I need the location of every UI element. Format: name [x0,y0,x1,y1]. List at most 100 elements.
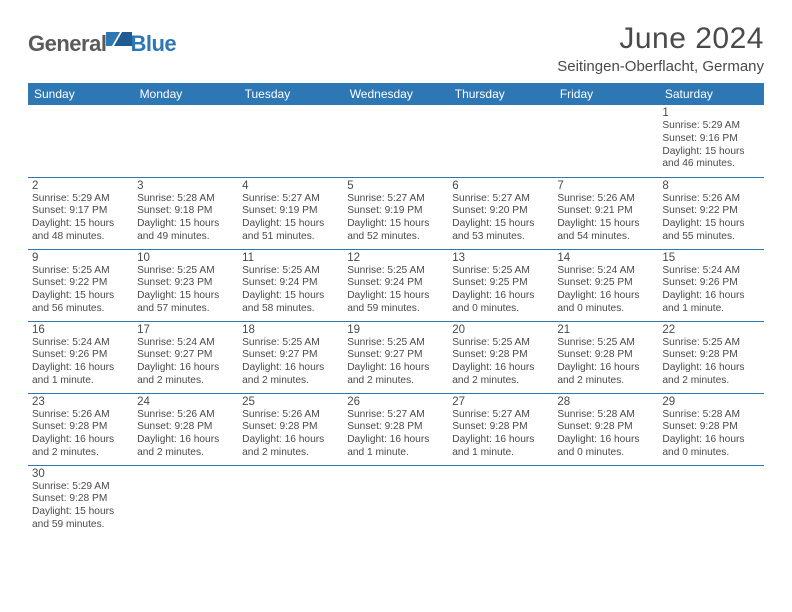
calendar-day-cell: 17Sunrise: 5:24 AMSunset: 9:27 PMDayligh… [133,321,238,393]
calendar-day-cell: 18Sunrise: 5:25 AMSunset: 9:27 PMDayligh… [238,321,343,393]
calendar-week-row: 9Sunrise: 5:25 AMSunset: 9:22 PMDaylight… [28,249,764,321]
sunset-label: Sunset: 9:23 PM [137,277,234,290]
calendar-day-cell: 23Sunrise: 5:26 AMSunset: 9:28 PMDayligh… [28,393,133,465]
calendar-day-cell: 21Sunrise: 5:25 AMSunset: 9:28 PMDayligh… [553,321,658,393]
calendar-empty-cell [553,465,658,537]
day-number: 30 [32,468,129,480]
daylight-label: Daylight: 16 hours and 2 minutes. [347,362,444,388]
daylight-label: Daylight: 15 hours and 59 minutes. [347,290,444,316]
day-number: 14 [557,252,654,264]
sunrise-label: Sunrise: 5:27 AM [347,409,444,422]
sunset-label: Sunset: 9:26 PM [32,349,129,362]
sunset-label: Sunset: 9:28 PM [32,421,129,434]
daylight-label: Daylight: 15 hours and 56 minutes. [32,290,129,316]
calendar-week-row: 23Sunrise: 5:26 AMSunset: 9:28 PMDayligh… [28,393,764,465]
calendar-day-cell: 14Sunrise: 5:24 AMSunset: 9:25 PMDayligh… [553,249,658,321]
sunset-label: Sunset: 9:17 PM [32,205,129,218]
day-number: 1 [662,107,759,119]
sunset-label: Sunset: 9:19 PM [347,205,444,218]
day-number: 28 [557,396,654,408]
day-number: 11 [242,252,339,264]
day-number: 25 [242,396,339,408]
calendar-day-cell: 15Sunrise: 5:24 AMSunset: 9:26 PMDayligh… [658,249,763,321]
sunset-label: Sunset: 9:25 PM [557,277,654,290]
sunset-label: Sunset: 9:28 PM [137,421,234,434]
day-number: 22 [662,324,759,336]
calendar-empty-cell [238,465,343,537]
day-number: 26 [347,396,444,408]
daylight-label: Daylight: 16 hours and 1 minute. [452,434,549,460]
daylight-label: Daylight: 16 hours and 0 minutes. [557,434,654,460]
sunset-label: Sunset: 9:20 PM [452,205,549,218]
day-number: 10 [137,252,234,264]
sunrise-label: Sunrise: 5:29 AM [32,193,129,206]
calendar-week-row: 16Sunrise: 5:24 AMSunset: 9:26 PMDayligh… [28,321,764,393]
day-number: 24 [137,396,234,408]
page-header: General Blue June 2024 Seitingen-Oberfla… [28,22,764,75]
calendar-empty-cell [28,105,133,177]
calendar-day-cell: 12Sunrise: 5:25 AMSunset: 9:24 PMDayligh… [343,249,448,321]
sunrise-label: Sunrise: 5:26 AM [32,409,129,422]
sunrise-label: Sunrise: 5:28 AM [662,409,759,422]
logo: General Blue [28,22,176,59]
day-number: 27 [452,396,549,408]
daylight-label: Daylight: 15 hours and 46 minutes. [662,146,759,172]
sunset-label: Sunset: 9:27 PM [347,349,444,362]
calendar-day-cell: 10Sunrise: 5:25 AMSunset: 9:23 PMDayligh… [133,249,238,321]
sunrise-label: Sunrise: 5:24 AM [557,265,654,278]
daylight-label: Daylight: 16 hours and 2 minutes. [137,362,234,388]
sunrise-label: Sunrise: 5:26 AM [557,193,654,206]
sunrise-label: Sunrise: 5:25 AM [32,265,129,278]
daylight-label: Daylight: 15 hours and 51 minutes. [242,218,339,244]
day-number: 15 [662,252,759,264]
calendar-day-cell: 3Sunrise: 5:28 AMSunset: 9:18 PMDaylight… [133,177,238,249]
day-number: 4 [242,180,339,192]
daylight-label: Daylight: 16 hours and 2 minutes. [557,362,654,388]
sunset-label: Sunset: 9:16 PM [662,133,759,146]
sunrise-label: Sunrise: 5:26 AM [242,409,339,422]
calendar-empty-cell [238,105,343,177]
day-number: 12 [347,252,444,264]
sunrise-label: Sunrise: 5:26 AM [662,193,759,206]
daylight-label: Daylight: 16 hours and 2 minutes. [452,362,549,388]
logo-text-general: General [28,31,106,57]
daylight-label: Daylight: 16 hours and 0 minutes. [662,434,759,460]
calendar-day-cell: 28Sunrise: 5:28 AMSunset: 9:28 PMDayligh… [553,393,658,465]
col-thursday: Thursday [448,83,553,105]
sunrise-label: Sunrise: 5:25 AM [662,337,759,350]
calendar-day-cell: 25Sunrise: 5:26 AMSunset: 9:28 PMDayligh… [238,393,343,465]
daylight-label: Daylight: 16 hours and 2 minutes. [32,434,129,460]
calendar-day-cell: 29Sunrise: 5:28 AMSunset: 9:28 PMDayligh… [658,393,763,465]
sunset-label: Sunset: 9:27 PM [242,349,339,362]
calendar-empty-cell [448,465,553,537]
daylight-label: Daylight: 15 hours and 54 minutes. [557,218,654,244]
sunset-label: Sunset: 9:27 PM [137,349,234,362]
sunrise-label: Sunrise: 5:25 AM [242,337,339,350]
sunset-label: Sunset: 9:28 PM [347,421,444,434]
calendar-day-cell: 7Sunrise: 5:26 AMSunset: 9:21 PMDaylight… [553,177,658,249]
daylight-label: Daylight: 15 hours and 55 minutes. [662,218,759,244]
calendar-day-cell: 26Sunrise: 5:27 AMSunset: 9:28 PMDayligh… [343,393,448,465]
day-number: 18 [242,324,339,336]
sunset-label: Sunset: 9:24 PM [242,277,339,290]
col-monday: Monday [133,83,238,105]
calendar-empty-cell [343,465,448,537]
month-title: June 2024 [557,22,764,56]
calendar-day-cell: 20Sunrise: 5:25 AMSunset: 9:28 PMDayligh… [448,321,553,393]
sunset-label: Sunset: 9:25 PM [452,277,549,290]
sunrise-label: Sunrise: 5:25 AM [452,265,549,278]
sunrise-label: Sunrise: 5:24 AM [662,265,759,278]
daylight-label: Daylight: 16 hours and 2 minutes. [242,362,339,388]
calendar-empty-cell [658,465,763,537]
sunrise-label: Sunrise: 5:25 AM [557,337,654,350]
day-number: 19 [347,324,444,336]
daylight-label: Daylight: 15 hours and 52 minutes. [347,218,444,244]
logo-text-blue: Blue [130,31,176,57]
title-block: June 2024 Seitingen-Oberflacht, Germany [557,22,764,75]
sunset-label: Sunset: 9:24 PM [347,277,444,290]
sunrise-label: Sunrise: 5:24 AM [137,337,234,350]
sunset-label: Sunset: 9:19 PM [242,205,339,218]
sunrise-label: Sunrise: 5:28 AM [137,193,234,206]
day-number: 17 [137,324,234,336]
calendar-day-cell: 16Sunrise: 5:24 AMSunset: 9:26 PMDayligh… [28,321,133,393]
